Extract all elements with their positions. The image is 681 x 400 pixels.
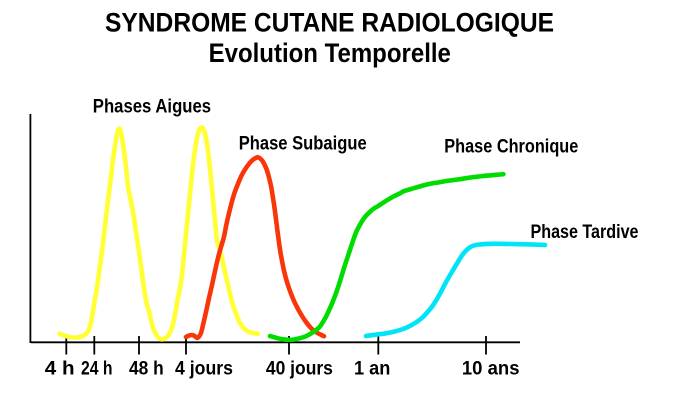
- svg-text:24 h: 24 h: [81, 358, 113, 380]
- svg-text:Phase Chronique: Phase Chronique: [444, 136, 578, 158]
- svg-text:Phase Tardive: Phase Tardive: [531, 221, 639, 243]
- svg-text:Evolution Temporelle: Evolution Temporelle: [209, 38, 451, 68]
- svg-text:48 h: 48 h: [129, 358, 164, 380]
- svg-text:4 jours: 4 jours: [175, 358, 233, 380]
- svg-text:40 jours: 40 jours: [266, 358, 333, 380]
- svg-text:Phases Aigues: Phases Aigues: [93, 95, 211, 117]
- svg-text:1 an: 1 an: [354, 358, 390, 380]
- svg-text:4 h: 4 h: [45, 358, 75, 380]
- svg-text:SYNDROME CUTANE RADIOLOGIQUE: SYNDROME CUTANE RADIOLOGIQUE: [105, 8, 554, 38]
- svg-text:10 ans: 10 ans: [462, 358, 520, 380]
- svg-text:Phase Subaigue: Phase Subaigue: [239, 133, 367, 155]
